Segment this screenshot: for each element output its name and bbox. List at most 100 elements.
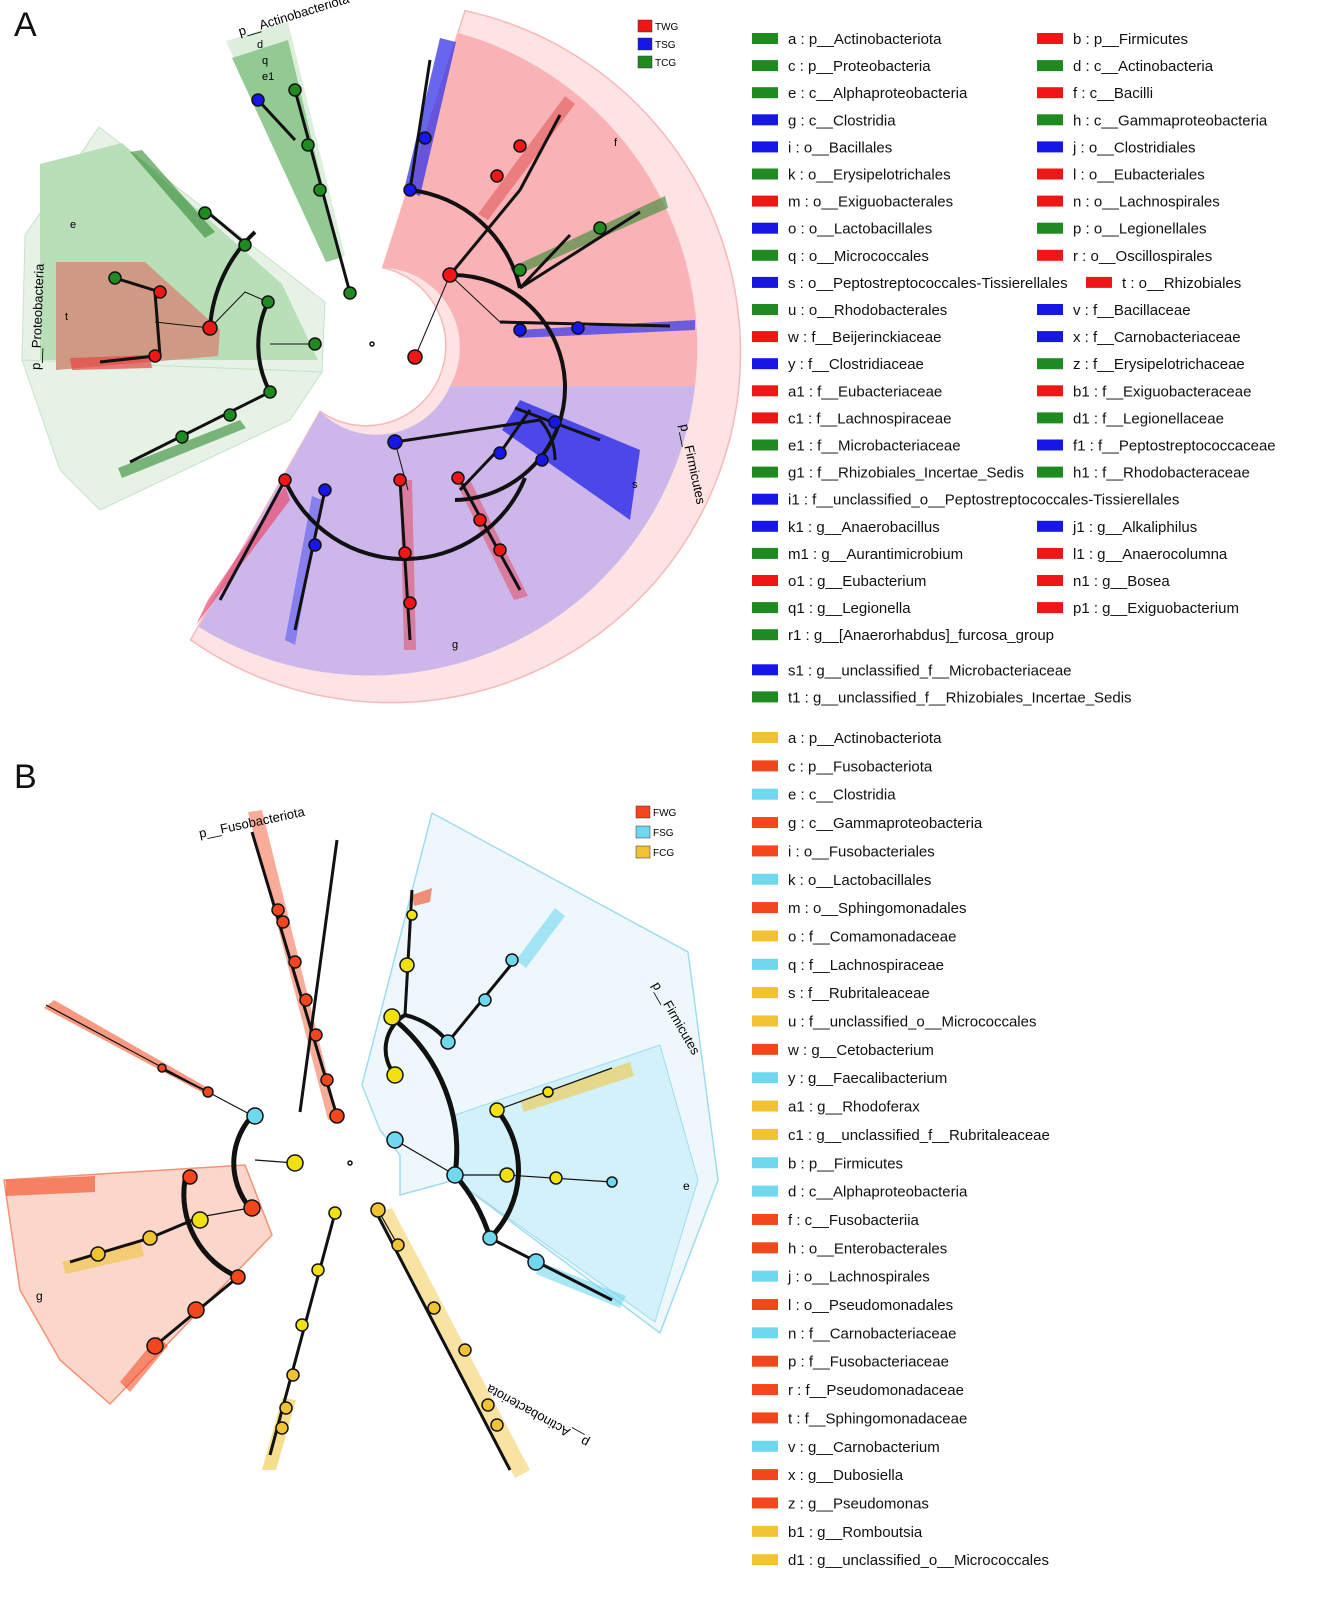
- legend-entry: p : o__Legionellales: [1073, 221, 1206, 238]
- group-legend: TWG TSG TCG: [637, 19, 679, 69]
- legend-entry: e : c__Clostridia: [788, 787, 896, 804]
- legend-swatch: [1037, 547, 1063, 559]
- highlight-band: [6, 1176, 95, 1196]
- legend-swatch: [752, 1128, 778, 1140]
- legend-swatch: [752, 1100, 778, 1112]
- wedge-letter: s: [632, 479, 638, 491]
- legend-entry: b1 : g__Romboutsia: [788, 1524, 923, 1541]
- legend-entry: o : f__Comamonadaceae: [788, 928, 956, 945]
- legend-entry: m : o__Exiguobacterales: [788, 194, 953, 211]
- highlight-band: [130, 150, 215, 238]
- legend-swatch: [752, 1412, 778, 1424]
- legend-swatch: [1037, 87, 1063, 99]
- group-label: TWG: [655, 22, 679, 33]
- highlight-band: [502, 400, 640, 520]
- wedge-letter: f: [614, 137, 618, 149]
- group-legend: FWG FSG FCG: [635, 805, 677, 859]
- legend-entry: m1 : g__Aurantimicrobium: [788, 546, 963, 563]
- legend-swatch: [1037, 168, 1063, 180]
- legend-swatch: [752, 1497, 778, 1509]
- legend-entry: s : o__Peptostreptococcales-Tissierellal…: [788, 275, 1068, 292]
- wedge-letter: e1: [262, 71, 274, 83]
- legend-entry: c : p__Fusobacteriota: [788, 758, 933, 775]
- legend-swatch: [1037, 575, 1063, 586]
- legend-swatch: [752, 664, 778, 676]
- legend-swatch: [1037, 466, 1063, 478]
- legend-entry: o : o__Lactobacillales: [788, 221, 932, 238]
- legend-swatch: [752, 691, 778, 703]
- legend-swatch: [752, 873, 778, 885]
- highlight-band: [516, 908, 565, 968]
- legend-entry: j : o__Clostridiales: [1072, 139, 1196, 156]
- group-label: FCG: [653, 848, 674, 859]
- legend-swatch: [1037, 33, 1063, 44]
- legend-swatch: [752, 958, 778, 970]
- legend-entry: g : c__Clostridia: [788, 112, 896, 129]
- panel-a: A: [14, 0, 1276, 706]
- legend-entry: z : f__Erysipelotrichaceae: [1073, 356, 1245, 373]
- legend-entry: a1 : f__Eubacteriaceae: [788, 383, 942, 400]
- legend-entry: o1 : g__Eubacterium: [788, 573, 926, 590]
- legend-entry: l : o__Eubacteriales: [1073, 167, 1205, 184]
- legend-entry: t1 : g__unclassified_f__Rhizobiales_Ince…: [788, 689, 1132, 706]
- highlight-band: [412, 888, 432, 906]
- wedge-letter: d: [257, 39, 263, 51]
- legend-swatch: [752, 87, 778, 99]
- legend-swatch: [752, 466, 778, 478]
- legend-entry: p : f__Fusobacteriaceae: [788, 1354, 949, 1371]
- proteobacteria-wedge: [21, 359, 323, 511]
- legend-entry: t : f__Sphingomonadaceae: [788, 1410, 967, 1427]
- legend-swatch: [752, 222, 778, 234]
- clostridia-wedge: [198, 386, 696, 676]
- legend-swatch: [752, 168, 778, 180]
- legend-swatch: [752, 114, 778, 126]
- wedge-letter: q: [262, 55, 268, 67]
- legend-swatch: [1037, 331, 1063, 343]
- legend-swatch: [1037, 249, 1063, 261]
- legend-swatch: [1037, 358, 1063, 370]
- legend-swatch: [1037, 385, 1063, 397]
- legend-entry: l : o__Pseudomonadales: [788, 1297, 953, 1314]
- legend-entry: g1 : f__Rhizobiales_Incertae_Sedis: [788, 465, 1024, 482]
- legend-entry: y : g__Faecalibacterium: [788, 1070, 947, 1087]
- wedge-letter: e: [70, 219, 76, 231]
- legend-swatch: [752, 141, 778, 153]
- legend-entry: h : o__Enterobacterales: [788, 1240, 947, 1257]
- legend-swatch: [1037, 602, 1063, 614]
- legend-swatch: [752, 1213, 778, 1225]
- legend-entry: f : c__Fusobacteriia: [788, 1212, 920, 1229]
- legend-swatch: [752, 1525, 778, 1537]
- legend-entry: e1 : f__Microbacteriaceae: [788, 438, 961, 455]
- legend-swatch: [752, 520, 778, 532]
- legend-swatch: [752, 760, 778, 772]
- legend-entry: f : c__Bacilli: [1073, 85, 1153, 102]
- legend-swatch: [752, 195, 778, 207]
- bacilli-wedge: [382, 33, 698, 386]
- legend-entry: c1 : f__Lachnospiraceae: [788, 410, 951, 427]
- legend-entry: c1 : g__unclassified_f__Rubritaleaceae: [788, 1127, 1050, 1144]
- legend-swatch: [752, 575, 778, 586]
- legend-swatch: [1037, 520, 1063, 532]
- legend-entry: n : o__Lachnospirales: [1073, 194, 1220, 211]
- legend-swatch: [752, 1469, 778, 1481]
- legend-swatch: [752, 1072, 778, 1084]
- legend-swatch: [1037, 141, 1063, 153]
- legend-swatch: [752, 1270, 778, 1282]
- highlight-band: [285, 496, 322, 645]
- legend-entry: i1 : f__unclassified_o__Peptostreptococc…: [788, 492, 1179, 509]
- group-swatch: [635, 845, 651, 859]
- legend-swatch: [752, 1242, 778, 1254]
- legend-entry: f1 : f__Peptostreptococcaceae: [1073, 438, 1276, 455]
- group-label: FWG: [653, 808, 677, 819]
- legend-entry: e : c__Alphaproteobacteria: [788, 85, 968, 102]
- legend-entry: y : f__Clostridiaceae: [788, 356, 924, 373]
- group-label: TCG: [655, 58, 676, 69]
- legend-entry: x : g__Dubosiella: [788, 1467, 904, 1484]
- legend-entry: k1 : g__Anaerobacillus: [788, 519, 940, 536]
- legend-entry: s : f__Rubritaleaceae: [788, 985, 930, 1002]
- legend-entry: i : o__Fusobacteriales: [788, 843, 935, 860]
- legend-swatch: [752, 1015, 778, 1027]
- legend-swatch: [752, 788, 778, 800]
- group-swatch: [635, 825, 651, 839]
